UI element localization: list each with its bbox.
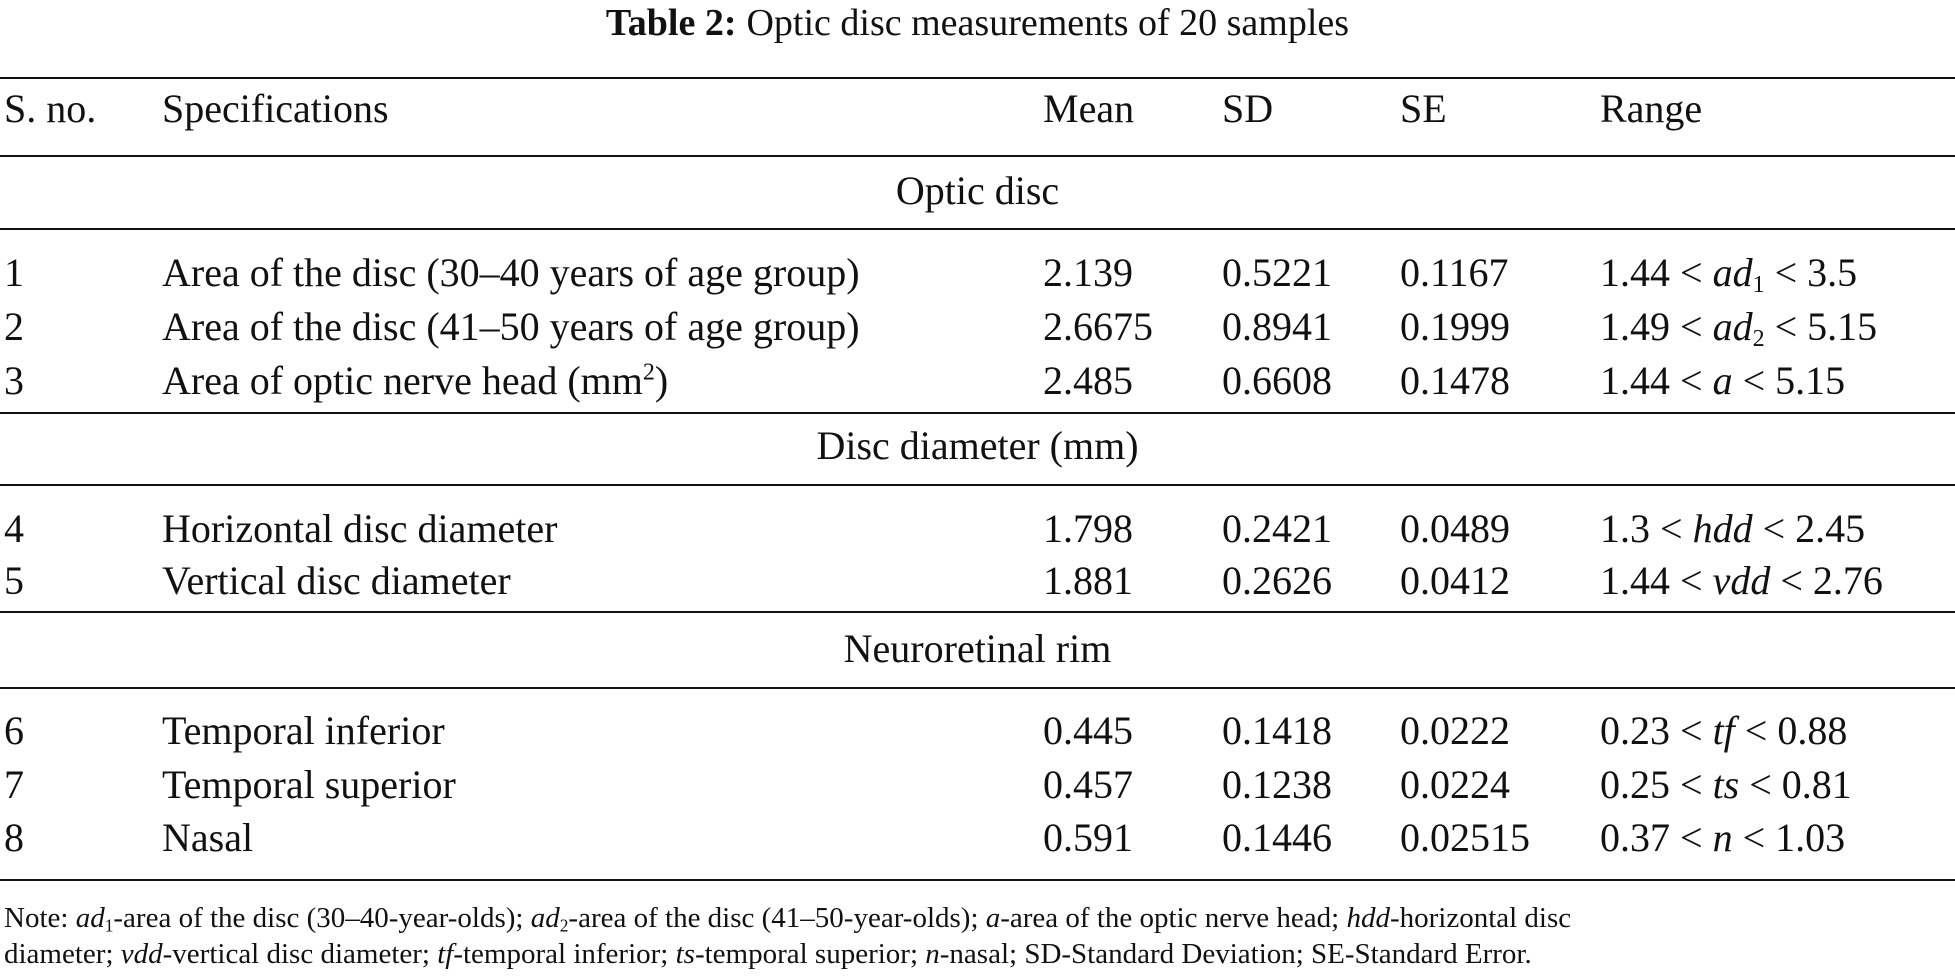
range-variable: ad <box>1712 304 1753 349</box>
section-title: Optic disc <box>895 168 1060 213</box>
cell-sd: 0.5221 <box>1222 250 1332 295</box>
section-title: Neuroretinal rim <box>843 626 1112 671</box>
cell-sno: 1 <box>4 250 24 295</box>
cell-se: 0.0222 <box>1400 708 1510 753</box>
cell-sd: 0.1418 <box>1222 708 1332 753</box>
table-note: Note: ad1-area of the disc (30–40-year-o… <box>4 900 1954 972</box>
cell-mean: 0.591 <box>1043 815 1133 860</box>
header-specifications: Specifications <box>162 86 389 131</box>
header-mean: Mean <box>1043 86 1135 131</box>
subscript: 1 <box>1752 272 1765 298</box>
cell-sd: 0.1238 <box>1222 762 1332 807</box>
cell-specification: Temporal superior <box>162 762 456 807</box>
subscript: 2 <box>559 915 569 936</box>
cell-sd: 0.2421 <box>1222 506 1332 551</box>
table-label: Table 2: <box>605 2 737 44</box>
header-sno: S. no. <box>4 86 97 131</box>
section-rule <box>0 484 1955 486</box>
header-rule <box>0 155 1955 157</box>
cell-mean: 0.457 <box>1043 762 1133 807</box>
cell-se: 0.1999 <box>1400 304 1510 349</box>
cell-se: 0.1167 <box>1400 250 1509 295</box>
section-title: Disc diameter (mm) <box>816 423 1139 468</box>
cell-sno: 3 <box>4 358 24 403</box>
table-caption: Table 2: Optic disc measurements of 20 sa… <box>0 2 1955 44</box>
cell-range: 1.49 < ad2 < 5.15 <box>1600 304 1878 352</box>
cell-sd: 0.6608 <box>1222 358 1332 403</box>
cell-specification: Nasal <box>162 815 254 860</box>
subscript: 2 <box>1752 326 1765 352</box>
cell-range: 0.25 < ts < 0.81 <box>1600 762 1852 807</box>
cell-se: 0.0412 <box>1400 558 1510 603</box>
cell-specification: Area of the disc (30–40 years of age gro… <box>162 250 860 295</box>
note-variable: ad <box>530 902 560 934</box>
cell-sno: 2 <box>4 304 24 349</box>
cell-se: 0.1478 <box>1400 358 1510 403</box>
note-variable: tf <box>437 938 454 970</box>
cell-specification: Area of the disc (41–50 years of age gro… <box>162 304 860 349</box>
note-line-2: diameter; vdd-vertical disc diameter; tf… <box>4 938 1532 970</box>
cell-sno: 4 <box>4 506 24 551</box>
section-rule <box>0 228 1955 230</box>
section-rule <box>0 611 1955 613</box>
cell-range: 1.44 < a < 5.15 <box>1600 358 1846 403</box>
note-line-1: Note: ad1-area of the disc (30–40-year-o… <box>4 902 1572 936</box>
note-variable: ad <box>75 902 105 934</box>
cell-range: 1.3 < hdd < 2.45 <box>1600 506 1866 551</box>
bottom-rule <box>0 879 1955 881</box>
superscript: 2 <box>642 359 655 386</box>
cell-range: 0.23 < tf < 0.88 <box>1600 708 1848 753</box>
note-variable: a <box>985 902 1001 934</box>
range-variable: tf <box>1712 708 1735 753</box>
cell-specification: Temporal inferior <box>162 708 445 753</box>
cell-specification: Horizontal disc diameter <box>162 506 558 551</box>
cell-range: 0.37 < n < 1.03 <box>1600 815 1846 860</box>
cell-sno: 8 <box>4 815 24 860</box>
cell-sno: 7 <box>4 762 24 807</box>
cell-sno: 6 <box>4 708 24 753</box>
note-variable: hdd <box>1346 902 1390 934</box>
header-sd: SD <box>1222 86 1274 131</box>
header-se: SE <box>1400 86 1447 131</box>
cell-sno: 5 <box>4 558 24 603</box>
cell-mean: 1.881 <box>1043 558 1133 603</box>
note-variable: vdd <box>120 938 163 970</box>
cell-mean: 2.485 <box>1043 358 1133 403</box>
section-rule <box>0 412 1955 414</box>
cell-mean: 0.445 <box>1043 708 1133 753</box>
range-variable: ts <box>1712 762 1740 807</box>
range-variable: hdd <box>1692 506 1753 551</box>
cell-sd: 0.2626 <box>1222 558 1332 603</box>
cell-specification: Area of optic nerve head (mm2) <box>162 358 669 403</box>
range-variable: n <box>1712 815 1733 860</box>
cell-range: 1.44 < vdd < 2.76 <box>1600 558 1883 603</box>
cell-se: 0.02515 <box>1400 815 1530 860</box>
top-rule <box>0 77 1955 79</box>
table-caption-text: Optic disc measurements of 20 samples <box>746 2 1350 44</box>
cell-mean: 2.139 <box>1043 250 1133 295</box>
cell-mean: 2.6675 <box>1043 304 1153 349</box>
cell-specification: Vertical disc diameter <box>162 558 511 603</box>
range-variable: ad <box>1712 250 1753 295</box>
cell-sd: 0.8941 <box>1222 304 1332 349</box>
cell-se: 0.0224 <box>1400 762 1510 807</box>
header-range: Range <box>1600 86 1703 131</box>
cell-se: 0.0489 <box>1400 506 1510 551</box>
range-variable: a <box>1712 358 1733 403</box>
cell-range: 1.44 < ad1 < 3.5 <box>1600 250 1858 298</box>
subscript: 1 <box>104 915 114 936</box>
range-variable: vdd <box>1712 558 1771 603</box>
cell-sd: 0.1446 <box>1222 815 1332 860</box>
note-variable: ts <box>675 938 695 970</box>
section-rule <box>0 687 1955 689</box>
note-variable: n <box>925 938 940 970</box>
cell-mean: 1.798 <box>1043 506 1133 551</box>
